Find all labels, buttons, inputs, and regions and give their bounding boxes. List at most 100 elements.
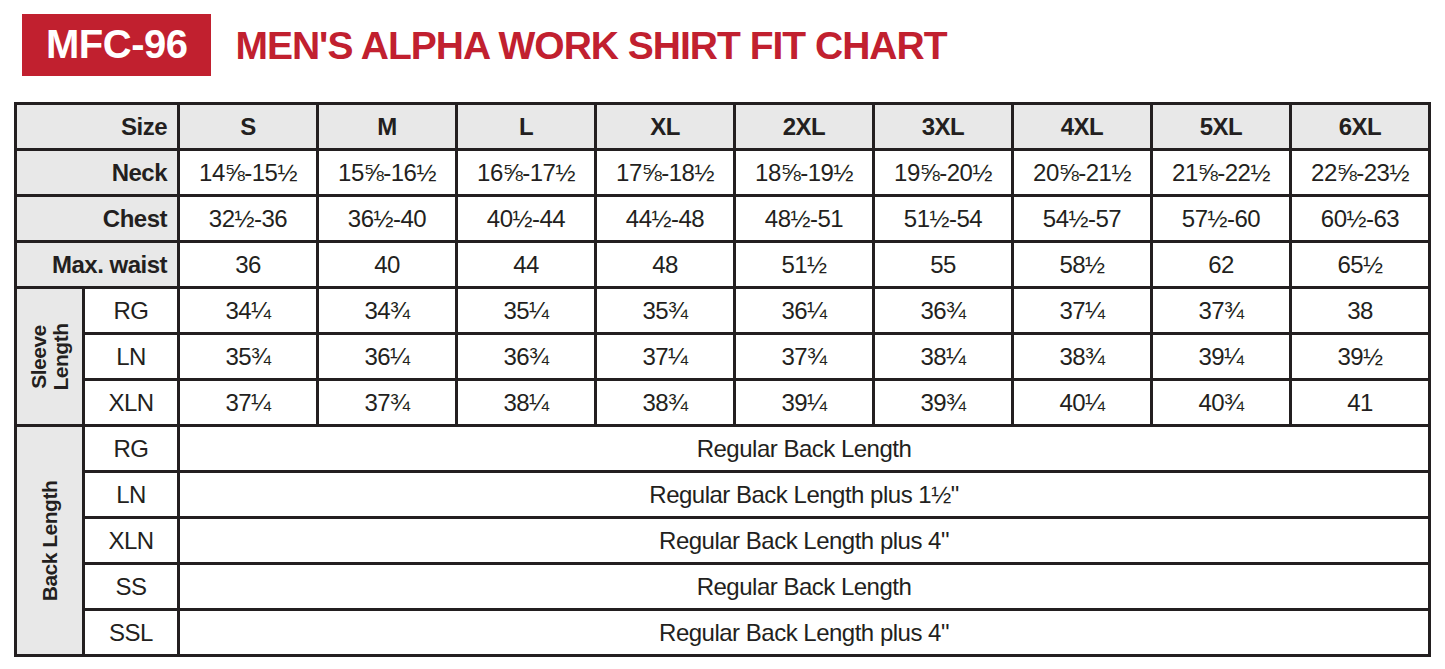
sleeve-length-cell: 37¼ bbox=[596, 334, 735, 380]
measurement-cell: 54½-57 bbox=[1013, 196, 1152, 242]
back-length-value-cell: Regular Back Length bbox=[179, 426, 1430, 472]
sleeve-length-cell: 36¾ bbox=[457, 334, 596, 380]
sleeve-length-row: LN35¾36¼36¾37¼37¾38¼38¾39¼39½ bbox=[16, 334, 1430, 380]
sleeve-length-cell: 34¼ bbox=[179, 288, 318, 334]
measurement-cell: 51½ bbox=[735, 242, 874, 288]
measurement-cell: 20⅝-21½ bbox=[1013, 150, 1152, 196]
size-header-row: SizeSMLXL2XL3XL4XL5XL6XL bbox=[16, 104, 1430, 150]
sleeve-length-cell: 39¾ bbox=[874, 380, 1013, 426]
fit-chart-table: SizeSMLXL2XL3XL4XL5XL6XLNeck14⅝-15½15⅝-1… bbox=[14, 102, 1431, 657]
back-fit-label: LN bbox=[84, 472, 179, 518]
sleeve-length-row: XLN37¼37¾38¼38¾39¼39¾40¼40¾41 bbox=[16, 380, 1430, 426]
row-label: Chest bbox=[16, 196, 179, 242]
header: MFC-96 MEN'S ALPHA WORK SHIRT FIT CHART bbox=[0, 0, 1445, 78]
row-label: Max. waist bbox=[16, 242, 179, 288]
sleeve-length-cell: 37¾ bbox=[318, 380, 457, 426]
page: MFC-96 MEN'S ALPHA WORK SHIRT FIT CHART … bbox=[0, 0, 1445, 669]
row-label-size: Size bbox=[16, 104, 179, 150]
measurement-cell: 44 bbox=[457, 242, 596, 288]
measurement-cell: 40 bbox=[318, 242, 457, 288]
size-column-header: 5XL bbox=[1152, 104, 1291, 150]
measurement-row: Chest32½-3636½-4040½-4444½-4848½-5151½-5… bbox=[16, 196, 1430, 242]
sleeve-length-cell: 38¾ bbox=[596, 380, 735, 426]
back-fit-label: XLN bbox=[84, 518, 179, 564]
sleeve-length-cell: 38 bbox=[1291, 288, 1430, 334]
size-column-header: 3XL bbox=[874, 104, 1013, 150]
sleeve-length-cell: 39¼ bbox=[735, 380, 874, 426]
measurement-cell: 14⅝-15½ bbox=[179, 150, 318, 196]
measurement-cell: 65½ bbox=[1291, 242, 1430, 288]
sleeve-length-cell: 38¼ bbox=[457, 380, 596, 426]
sleeve-length-cell: 36¼ bbox=[318, 334, 457, 380]
back-length-section-label: Back Length bbox=[16, 426, 84, 656]
sleeve-length-cell: 41 bbox=[1291, 380, 1430, 426]
measurement-cell: 36 bbox=[179, 242, 318, 288]
measurement-cell: 32½-36 bbox=[179, 196, 318, 242]
measurement-cell: 48 bbox=[596, 242, 735, 288]
back-length-row: LNRegular Back Length plus 1½" bbox=[16, 472, 1430, 518]
sleeve-length-cell: 38¼ bbox=[874, 334, 1013, 380]
sleeve-length-cell: 35¼ bbox=[457, 288, 596, 334]
sleeve-length-cell: 37¼ bbox=[179, 380, 318, 426]
sleeve-length-cell: 39¼ bbox=[1152, 334, 1291, 380]
back-length-value-cell: Regular Back Length plus 1½" bbox=[179, 472, 1430, 518]
back-length-value-cell: Regular Back Length bbox=[179, 564, 1430, 610]
measurement-cell: 48½-51 bbox=[735, 196, 874, 242]
back-fit-label: SS bbox=[84, 564, 179, 610]
fit-chart-body: SizeSMLXL2XL3XL4XL5XL6XLNeck14⅝-15½15⅝-1… bbox=[16, 104, 1430, 656]
sleeve-length-cell: 35¾ bbox=[179, 334, 318, 380]
size-column-header: S bbox=[179, 104, 318, 150]
page-title: MEN'S ALPHA WORK SHIRT FIT CHART bbox=[235, 26, 946, 65]
measurement-row: Neck14⅝-15½15⅝-16½16⅝-17½17⅝-18½18⅝-19½1… bbox=[16, 150, 1430, 196]
sleeve-length-row: Sleeve LengthRG34¼34¾35¼35¾36¼36¾37¼37¾3… bbox=[16, 288, 1430, 334]
product-code-badge: MFC-96 bbox=[22, 14, 211, 76]
measurement-cell: 17⅝-18½ bbox=[596, 150, 735, 196]
sleeve-length-vertical-text: Sleeve Length bbox=[27, 314, 71, 400]
back-length-row: SSRegular Back Length bbox=[16, 564, 1430, 610]
measurement-cell: 51½-54 bbox=[874, 196, 1013, 242]
size-column-header: 2XL bbox=[735, 104, 874, 150]
measurement-cell: 57½-60 bbox=[1152, 196, 1291, 242]
back-length-value-cell: Regular Back Length plus 4" bbox=[179, 518, 1430, 564]
back-length-row: Back LengthRGRegular Back Length bbox=[16, 426, 1430, 472]
sleeve-fit-label: RG bbox=[84, 288, 179, 334]
measurement-cell: 16⅝-17½ bbox=[457, 150, 596, 196]
sleeve-length-section-label: Sleeve Length bbox=[16, 288, 84, 426]
measurement-cell: 21⅝-22½ bbox=[1152, 150, 1291, 196]
measurement-cell: 62 bbox=[1152, 242, 1291, 288]
sleeve-length-cell: 37¼ bbox=[1013, 288, 1152, 334]
sleeve-length-cell: 37¾ bbox=[735, 334, 874, 380]
size-column-header: L bbox=[457, 104, 596, 150]
back-length-row: XLNRegular Back Length plus 4" bbox=[16, 518, 1430, 564]
back-length-vertical-text: Back Length bbox=[38, 480, 60, 601]
sleeve-length-cell: 37¾ bbox=[1152, 288, 1291, 334]
measurement-cell: 44½-48 bbox=[596, 196, 735, 242]
measurement-cell: 18⅝-19½ bbox=[735, 150, 874, 196]
measurement-cell: 58½ bbox=[1013, 242, 1152, 288]
sleeve-length-cell: 39½ bbox=[1291, 334, 1430, 380]
back-length-row: SSLRegular Back Length plus 4" bbox=[16, 610, 1430, 656]
sleeve-length-cell: 35¾ bbox=[596, 288, 735, 334]
sleeve-length-cell: 38¾ bbox=[1013, 334, 1152, 380]
sleeve-fit-label: XLN bbox=[84, 380, 179, 426]
size-column-header: M bbox=[318, 104, 457, 150]
measurement-cell: 60½-63 bbox=[1291, 196, 1430, 242]
back-fit-label: RG bbox=[84, 426, 179, 472]
measurement-cell: 55 bbox=[874, 242, 1013, 288]
sleeve-fit-label: LN bbox=[84, 334, 179, 380]
sleeve-length-cell: 36¼ bbox=[735, 288, 874, 334]
sleeve-length-cell: 40¼ bbox=[1013, 380, 1152, 426]
back-length-value-cell: Regular Back Length plus 4" bbox=[179, 610, 1430, 656]
size-column-header: 6XL bbox=[1291, 104, 1430, 150]
size-column-header: 4XL bbox=[1013, 104, 1152, 150]
measurement-cell: 36½-40 bbox=[318, 196, 457, 242]
measurement-cell: 19⅝-20½ bbox=[874, 150, 1013, 196]
back-fit-label: SSL bbox=[84, 610, 179, 656]
sleeve-length-cell: 34¾ bbox=[318, 288, 457, 334]
row-label: Neck bbox=[16, 150, 179, 196]
measurement-row: Max. waist3640444851½5558½6265½ bbox=[16, 242, 1430, 288]
measurement-cell: 15⅝-16½ bbox=[318, 150, 457, 196]
size-column-header: XL bbox=[596, 104, 735, 150]
sleeve-length-cell: 40¾ bbox=[1152, 380, 1291, 426]
sleeve-length-cell: 36¾ bbox=[874, 288, 1013, 334]
